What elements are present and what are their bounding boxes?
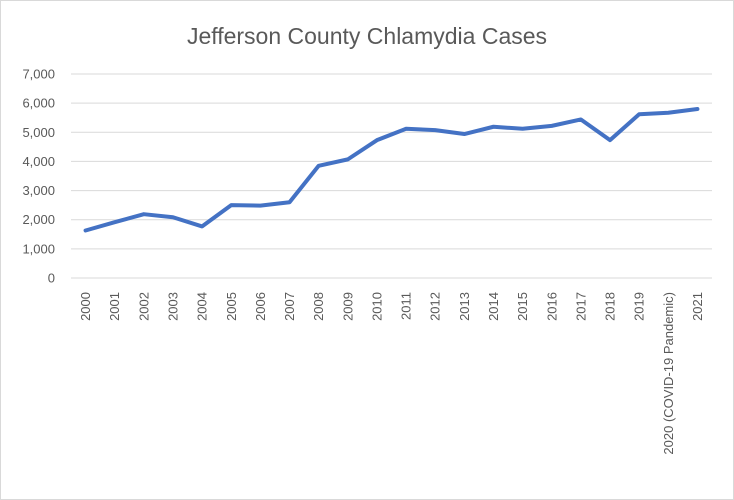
y-tick-label: 6,000 [22, 96, 55, 111]
series-line [83, 106, 700, 233]
data-point [405, 128, 407, 130]
x-tick-label: 2020 (COVID-19 Pandemic) [661, 292, 676, 455]
data-point [609, 139, 611, 141]
data-point [230, 204, 232, 206]
x-tick-label: 2017 [573, 292, 588, 321]
data-point [347, 158, 349, 160]
x-tick-label: 2014 [486, 292, 501, 321]
x-tick-label: 2021 [690, 292, 705, 321]
x-tick-label: 2018 [603, 292, 618, 321]
x-tick-label: 2008 [311, 292, 326, 321]
y-tick-label: 3,000 [22, 183, 55, 198]
data-point [580, 118, 582, 120]
x-tick-label: 2002 [136, 292, 151, 321]
data-point [434, 129, 436, 131]
data-point [696, 108, 698, 110]
data-point [551, 125, 553, 127]
y-tick-label: 7,000 [22, 67, 55, 82]
x-tick-label: 2010 [369, 292, 384, 321]
y-tick-label: 4,000 [22, 154, 55, 169]
data-point [114, 221, 116, 223]
data-point [463, 133, 465, 135]
x-tick-label: 2004 [195, 292, 210, 321]
data-point [376, 139, 378, 141]
x-tick-label: 2005 [224, 292, 239, 321]
data-point [638, 113, 640, 115]
data-point [143, 213, 145, 215]
data-point [522, 128, 524, 130]
x-tick-label: 2016 [544, 292, 559, 321]
x-tick-label: 2001 [107, 292, 122, 321]
x-tick-label: 2009 [340, 292, 355, 321]
x-tick-label: 2012 [428, 292, 443, 321]
x-tick-label: 2013 [457, 292, 472, 321]
y-tick-label: 2,000 [22, 212, 55, 227]
x-tick-label: 2007 [282, 292, 297, 321]
y-tick-label: 1,000 [22, 241, 55, 256]
y-tick-label: 5,000 [22, 125, 55, 140]
data-point [259, 205, 261, 207]
x-tick-label: 2011 [399, 292, 414, 320]
data-point [172, 216, 174, 218]
chart-title: Jefferson County Chlamydia Cases [187, 23, 547, 49]
x-tick-label: 2006 [253, 292, 268, 321]
data-point [201, 225, 203, 227]
x-tick-label: 2019 [632, 292, 647, 321]
x-tick-label: 2000 [78, 292, 93, 321]
data-point [318, 165, 320, 167]
y-tick-label: 0 [48, 271, 55, 286]
data-point [492, 126, 494, 128]
data-point [667, 112, 669, 114]
data-point [289, 201, 291, 203]
data-point [85, 229, 87, 231]
x-tick-label: 2003 [165, 292, 180, 321]
x-tick-label: 2015 [515, 292, 530, 321]
